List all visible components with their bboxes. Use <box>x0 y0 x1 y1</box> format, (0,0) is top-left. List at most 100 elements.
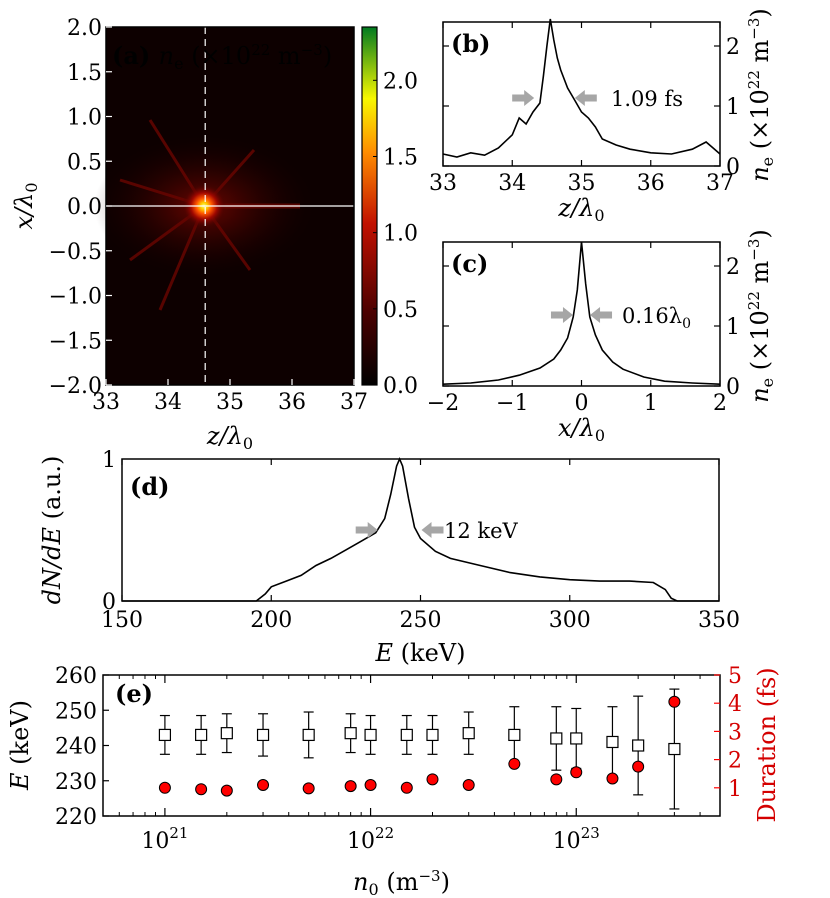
y-tick-label: 2 <box>726 255 740 280</box>
x-tick-label: 300 <box>549 608 591 633</box>
y2-tick-label: 4 <box>728 692 742 717</box>
colorbar-tick-label: 2.0 <box>383 69 418 94</box>
plot-frame <box>121 458 720 602</box>
y-axis-label: ne (×1022 m−3) <box>745 8 777 182</box>
duration-point <box>195 783 208 796</box>
energy-point <box>550 732 563 745</box>
y-tick-label: 2 <box>726 35 740 60</box>
x-tick-label: 36 <box>637 171 665 196</box>
energy-point <box>632 739 645 752</box>
x-tick-label: −1 <box>496 391 528 416</box>
energy-point <box>195 728 208 742</box>
duration-point <box>344 780 357 793</box>
colorbar-tick-label: 0.5 <box>383 298 418 323</box>
fwhm-arrow-left <box>550 307 573 323</box>
x-tick-label: 34 <box>498 171 526 196</box>
energy-point <box>570 732 583 745</box>
x-tick-label: −2 <box>427 391 459 416</box>
energy-point <box>508 728 521 742</box>
duration-point <box>426 773 439 786</box>
y2-tick-label: 3 <box>728 720 742 745</box>
fwhm-arrow-left <box>355 522 378 538</box>
duration-point <box>570 766 583 779</box>
duration-point <box>462 778 475 791</box>
y-tick-label: 0.0 <box>67 195 102 220</box>
y-tick-label: 260 <box>55 664 97 689</box>
y-tick-label: −2.0 <box>49 374 102 399</box>
x-tick-label: 35 <box>568 171 596 196</box>
colorbar-tick-label: 1.5 <box>383 145 418 170</box>
x-tick-label: 1 <box>644 391 658 416</box>
colorbar-tick-label: 1.0 <box>383 222 418 247</box>
y-tick-label: −1.0 <box>49 285 102 310</box>
panel-d-series-line <box>122 456 719 602</box>
panel-a-title: (a) ne (×1022 m−3) <box>112 41 332 73</box>
panel-label: (d) <box>130 472 170 501</box>
duration-point <box>364 778 377 791</box>
y-tick-label: 1 <box>726 95 740 120</box>
panel-label: (c) <box>451 249 488 278</box>
energy-point <box>400 728 413 742</box>
y-tick-label: 1 <box>102 448 116 473</box>
y-tick-label: −0.5 <box>49 240 102 265</box>
y2-tick-label: 5 <box>728 664 742 689</box>
y-tick-label: 0 <box>102 590 116 615</box>
x-axis-label: E (keV) <box>375 639 466 667</box>
x-tick-label: 0 <box>575 391 589 416</box>
energy-point <box>668 742 681 756</box>
x-axis-label: z/λ0 <box>206 422 253 453</box>
x-tick-label: 36 <box>278 390 306 415</box>
fwhm-arrow-right <box>574 90 597 106</box>
duration-point <box>220 784 233 797</box>
colorbar <box>361 26 378 386</box>
panel-a-heatmap: 33 34 35 36 37 −2.0 −1.5 −1.0 −0.5 0.0 0.5 1.0 1.5 2.… <box>10 16 418 453</box>
fwhm-annotation: 12 keV <box>444 519 519 543</box>
y-tick-label: 220 <box>55 805 97 830</box>
panel-e-scatter-chart: 1021 1022 1023 220 230 240 250 260 1 2 3 4 5 (e) n0 (m… <box>6 664 781 898</box>
panel-label: (e) <box>115 679 153 708</box>
y-tick-label: 0 <box>726 375 740 400</box>
duration-point <box>257 778 270 791</box>
fwhm-arrow-left <box>512 90 535 106</box>
x-tick-label: 34 <box>154 390 182 415</box>
y-axis-label: x/λ0 <box>10 182 41 229</box>
fwhm-arrow-right <box>590 307 613 323</box>
energy-point <box>344 727 357 740</box>
y-tick-label: −1.5 <box>49 329 102 354</box>
duration-point <box>668 695 681 708</box>
fwhm-annotation: 1.09 fs <box>611 87 683 111</box>
y-axis-label: E (keV) <box>6 700 34 791</box>
panel-d-line-chart: 150 200 250 300 350 0 1 (d) 12 keV E (keV) dN/dE (… <box>38 448 740 667</box>
x-tick-label: 1021 <box>141 824 188 854</box>
y2-tick-label: 1 <box>728 777 742 802</box>
duration-point <box>550 773 563 786</box>
y2-tick-label: 2 <box>728 749 742 774</box>
fwhm-arrow-right <box>421 522 444 538</box>
colorbar-tick-label: 0.0 <box>383 374 418 399</box>
duration-point <box>400 781 413 794</box>
y-tick-label: 230 <box>55 770 97 795</box>
energy-point <box>302 728 315 742</box>
x-tick-label: 33 <box>429 171 457 196</box>
y-tick-label: 240 <box>55 735 97 760</box>
panel-label: (b) <box>451 29 491 58</box>
duration-point <box>632 760 645 773</box>
x-tick-label: 33 <box>92 390 120 415</box>
fwhm-annotation: 0.16λ0 <box>622 304 691 332</box>
y-axis-label: dN/dE (a.u.) <box>38 456 66 605</box>
y-tick-label: 2.0 <box>67 16 102 41</box>
y2-axis-label: Duration (fs) <box>753 667 781 822</box>
x-tick-label: 37 <box>706 171 734 196</box>
y-tick-label: 0.5 <box>67 150 102 175</box>
panel-b-series-line <box>442 18 721 158</box>
x-tick-label: 1022 <box>347 824 394 854</box>
y-tick-label: 250 <box>55 699 97 724</box>
x-tick-label: 2 <box>713 391 727 416</box>
energy-point <box>364 728 377 742</box>
energy-point <box>256 728 270 742</box>
energy-point <box>158 728 172 742</box>
energy-point <box>426 728 439 742</box>
duration-point <box>508 757 521 770</box>
panel-c-series-line <box>442 241 721 385</box>
